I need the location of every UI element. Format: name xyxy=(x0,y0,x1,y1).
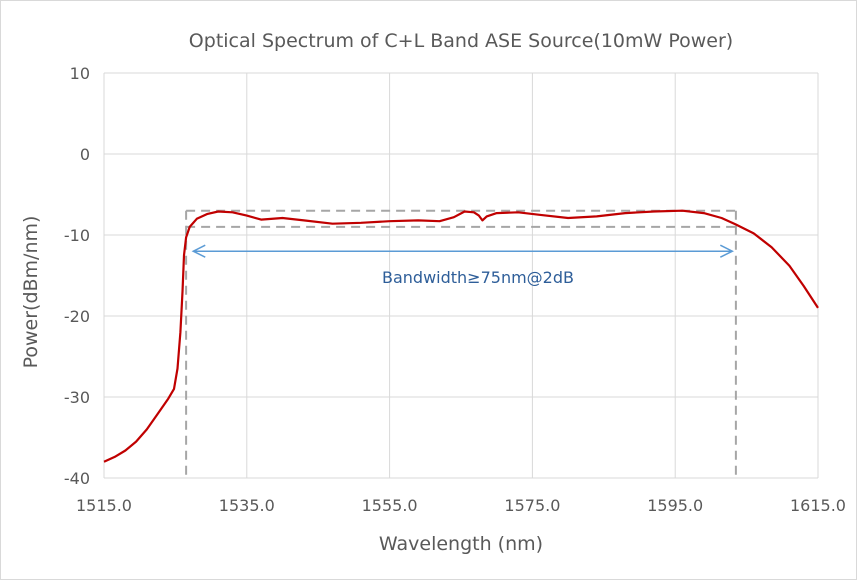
x-tick-label: 1615.0 xyxy=(790,496,846,515)
x-tick-label: 1515.0 xyxy=(76,496,132,515)
bandwidth-box xyxy=(185,209,737,478)
x-tick-label: 1535.0 xyxy=(219,496,275,515)
chart-title: Optical Spectrum of C+L Band ASE Source(… xyxy=(189,30,733,52)
x-tick-label: 1575.0 xyxy=(504,496,560,515)
x-axis-label: Wavelength (nm) xyxy=(379,533,543,555)
y-tick-label: 10 xyxy=(70,64,90,83)
y-tick-label: -10 xyxy=(64,226,90,245)
y-tick-label: -20 xyxy=(64,307,90,326)
series-group xyxy=(103,209,819,463)
x-axis-ticks: 1515.0 1535.0 1555.0 1575.0 1595.0 1615.0 xyxy=(76,496,846,515)
y-tick-label: 0 xyxy=(80,145,90,164)
bandwidth-arrow xyxy=(191,244,734,258)
arrow-head-right xyxy=(719,244,734,258)
y-axis-ticks: 10 0 -10 -20 -30 -40 xyxy=(64,64,90,488)
arrow-head-left xyxy=(191,244,206,258)
bandwidth-annotation: Bandwidth≥75nm@2dB xyxy=(382,268,574,287)
y-axis-label: Power(dBm/nm) xyxy=(20,216,42,369)
x-tick-label: 1555.0 xyxy=(362,496,418,515)
spectrum-line xyxy=(103,209,819,463)
y-tick-label: -40 xyxy=(64,469,90,488)
x-tick-label: 1595.0 xyxy=(647,496,703,515)
grid-lines xyxy=(103,72,819,479)
y-tick-label: -30 xyxy=(64,388,90,407)
